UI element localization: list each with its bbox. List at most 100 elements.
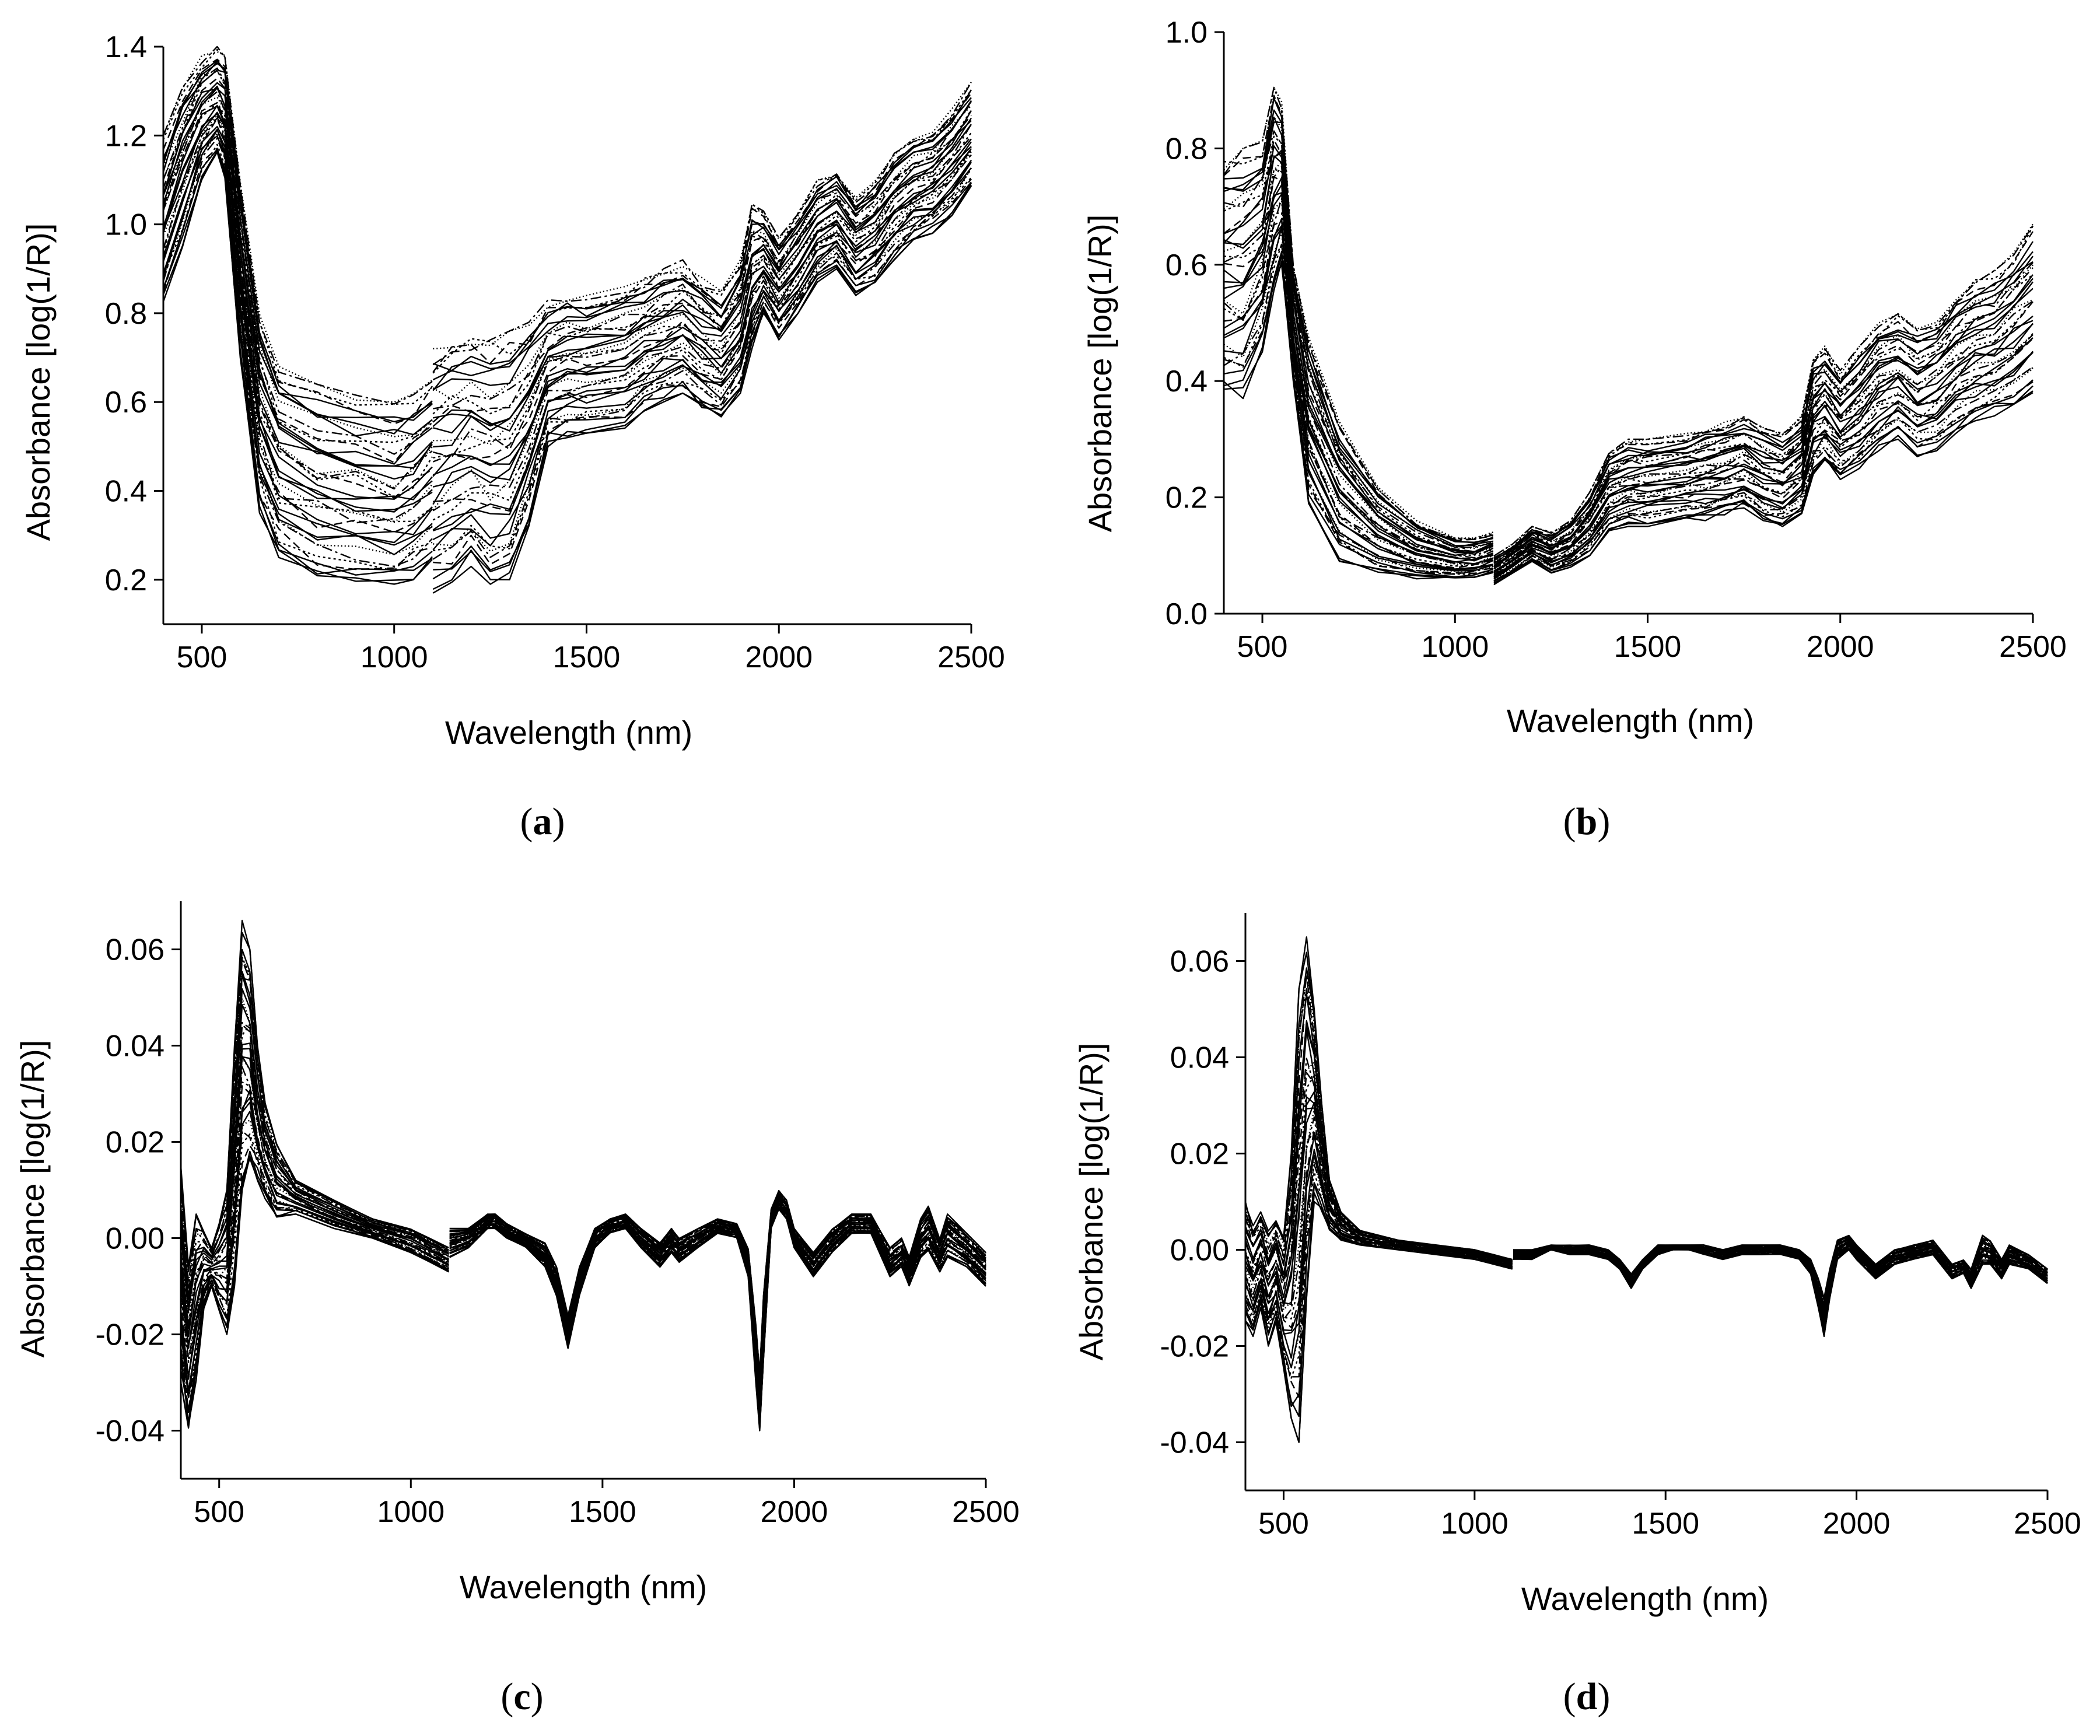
chart-panel-a: Absorbance [log(1/R)] Wavelength (nm) (a…: [20, 223, 692, 843]
spectrum-b-28-seg0: [1223, 139, 1494, 552]
plot-b: 500 1000 1500 2000 2500 0.0 0.2 0.4 0.6 0.8 1.0: [1166, 16, 2067, 664]
spectrum-a-12-seg0: [162, 117, 433, 533]
spectrum-a-21-seg0: [162, 102, 433, 498]
spectrum-b-24-seg0: [1223, 155, 1494, 556]
spectrum-a-34-seg1: [432, 97, 972, 391]
spectrum-c-28-seg0: [180, 977, 449, 1290]
spectrum-d-22-seg0: [1244, 1058, 1513, 1281]
spectrum-c-34-seg1: [449, 1190, 986, 1376]
x-axis-title-b: Wavelength (nm): [1507, 702, 1754, 739]
panel-label-c: (c): [501, 1675, 543, 1718]
spectrum-b-31-seg1: [1493, 264, 2034, 563]
spectrum-b-2-seg1: [1493, 390, 2034, 584]
y-tick-label-c-0: -0.04: [95, 1415, 164, 1448]
spectrum-a-5-seg1: [433, 177, 972, 552]
y-tick-label-d-5: 0.06: [1170, 945, 1229, 979]
spectrum-d-34-seg0: [1244, 936, 1513, 1261]
spectrum-a-31-seg1: [432, 105, 972, 400]
y-tick-label-d-4: 0.04: [1170, 1041, 1229, 1075]
chart-panel-d: Absorbance [log(1/R)] Wavelength (nm) (d…: [1073, 1043, 1769, 1718]
spectrum-b-31-seg0: [1223, 116, 1494, 550]
plot-d: 500 1000 1500 2000 2500 -0.04 -0.02 0.00 0.02 0.0…: [1160, 913, 2081, 1541]
y-tick-label-b-2: 0.4: [1166, 365, 1208, 398]
x-tick-label-c-2: 1500: [569, 1495, 636, 1529]
spectrum-b-19-seg1: [1493, 316, 2034, 572]
spectrum-a-14-seg0: [162, 117, 433, 524]
spectrum-a-28-seg1: [432, 114, 972, 423]
spectrum-a-39-seg0: [162, 51, 433, 403]
spectrum-a-6-seg0: [162, 138, 433, 568]
x-axis-title-a: Wavelength (nm): [445, 714, 692, 751]
spectrum-a-33-seg1: [432, 100, 972, 381]
spectrum-b-9-seg1: [1493, 351, 2034, 580]
y-tick-label-d-1: -0.02: [1160, 1330, 1229, 1364]
spectrum-b-32-seg1: [1493, 261, 2034, 561]
spectrum-b-3-seg1: [1493, 379, 2034, 582]
spectrum-b-39-seg0: [1223, 87, 1494, 539]
spectrum-c-12-seg0: [180, 1085, 449, 1380]
x-tick-label-d-3: 2000: [1823, 1507, 1891, 1541]
y-tick-label-a-2: 0.6: [105, 386, 147, 419]
y-tick-label-d-3: 0.02: [1170, 1138, 1229, 1171]
spectrum-d-6-seg0: [1244, 1164, 1513, 1378]
y-tick-label-d-0: -0.04: [1160, 1426, 1229, 1460]
x-tick-label-a-0: 500: [177, 640, 228, 674]
spectrum-a-18-seg1: [432, 141, 972, 476]
x-tick-label-a-4: 2500: [937, 640, 1005, 674]
spectrum-a-16-seg1: [432, 148, 972, 505]
x-tick-label-b-0: 500: [1237, 630, 1288, 664]
spectrum-b-29-seg1: [1493, 274, 2034, 564]
spectrum-b-38-seg1: [1493, 225, 2034, 557]
x-tick-label-c-4: 2500: [952, 1495, 1020, 1529]
spectrum-d-5-seg0: [1244, 1171, 1513, 1379]
chart-panel-b: Absorbance [log(1/R)] Wavelength (nm) (b…: [1082, 215, 1754, 843]
spectrum-a-19-seg0: [162, 105, 433, 500]
spectrum-a-24-seg0: [162, 85, 433, 480]
spectrum-c-34-seg0: [180, 919, 449, 1267]
spectrum-a-1-seg0: [162, 150, 433, 582]
y-tick-label-a-4: 1.0: [105, 208, 147, 242]
y-tick-label-c-3: 0.02: [106, 1126, 164, 1160]
spectrum-b-28-seg1: [1493, 267, 2034, 565]
x-tick-label-d-2: 1500: [1632, 1507, 1699, 1541]
spectrum-a-17-seg0: [162, 111, 433, 513]
spectrum-b-5-seg0: [1223, 243, 1494, 576]
spectrum-a-12-seg1: [432, 154, 972, 512]
spectrum-b-12-seg1: [1493, 338, 2034, 578]
chart-panel-c: Absorbance [log(1/R)] Wavelength (nm) (c…: [14, 1040, 707, 1718]
y-tick-label-b-5: 1.0: [1166, 16, 1208, 50]
y-tick-label-a-5: 1.2: [105, 119, 147, 153]
spectrum-c-18-seg0: [180, 1048, 449, 1349]
spectrum-a-7-seg1: [433, 167, 972, 552]
x-tick-label-c-3: 2000: [761, 1495, 828, 1529]
spectrum-c-31-seg1: [449, 1191, 986, 1377]
spectrum-a-37-seg1: [432, 89, 972, 374]
y-tick-label-b-0: 0.0: [1166, 597, 1208, 631]
spectrum-a-3-seg1: [433, 181, 972, 573]
spectrum-a-20-seg0: [162, 102, 433, 499]
y-tick-label-a-6: 1.4: [105, 30, 147, 64]
spectrum-b-20-seg1: [1493, 301, 2034, 569]
spectrum-b-39-seg1: [1493, 223, 2034, 557]
spectrum-c-20-seg1: [449, 1196, 986, 1396]
spectrum-c-14-seg0: [180, 1066, 449, 1360]
plot-c: 500 1000 1500 2000 2500 -0.04 -0.02 0.00 0.02 0.0…: [95, 901, 1020, 1529]
spectrum-a-20-seg1: [432, 136, 972, 463]
x-tick-label-c-0: 500: [194, 1495, 244, 1529]
spectrum-a-33-seg0: [162, 61, 433, 435]
spectrum-a-36-seg0: [162, 58, 433, 425]
spectrum-d-21-seg0: [1244, 1074, 1513, 1282]
spectrum-a-29-seg1: [432, 109, 972, 415]
spectrum-a-9-seg0: [162, 129, 433, 555]
spectrum-b-6-seg0: [1223, 243, 1493, 575]
x-tick-label-a-1: 1000: [360, 640, 428, 674]
y-tick-label-a-1: 0.4: [105, 475, 147, 509]
spectrum-d-34-seg1: [1513, 1234, 2048, 1299]
y-tick-label-c-1: -0.02: [95, 1318, 164, 1352]
spectrum-b-13-seg1: [1493, 333, 2034, 577]
spectrum-b-36-seg0: [1223, 94, 1493, 541]
y-axis-title-b: Absorbance [log(1/R)]: [1082, 215, 1118, 533]
spectrum-b-34-seg1: [1493, 251, 2034, 559]
